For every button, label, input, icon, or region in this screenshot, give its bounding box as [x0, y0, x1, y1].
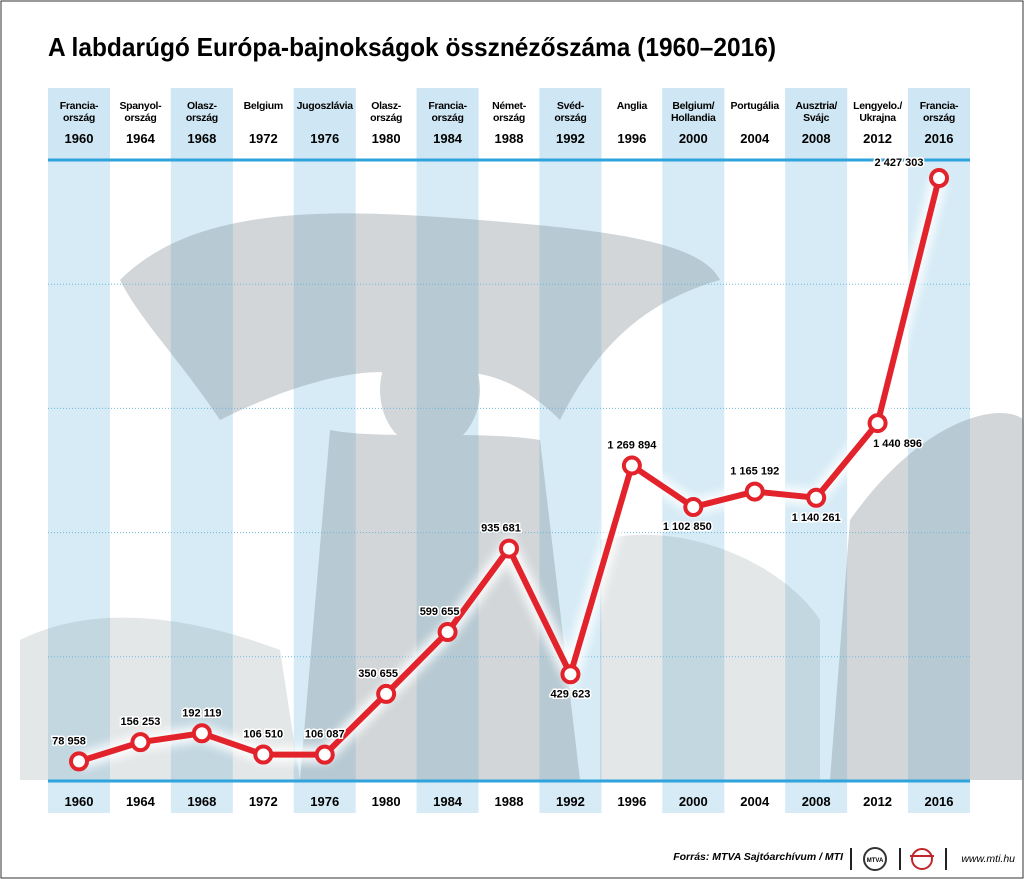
chart-title: A labdarúgó Európa-bajnokságok össznézős…	[48, 32, 776, 62]
data-label: 1 440 896	[873, 438, 922, 450]
data-label: 106 510	[243, 729, 283, 741]
year-label: 1968	[187, 131, 217, 146]
x-tick-label: 1960	[64, 794, 94, 809]
data-label: 106 087	[305, 729, 345, 741]
data-point	[314, 744, 335, 765]
year-label: 1996	[617, 131, 647, 146]
data-point	[376, 683, 397, 704]
data-point	[130, 732, 151, 753]
column-stripe	[170, 88, 233, 813]
year-label: 2000	[678, 131, 708, 146]
x-tick-label: 1976	[310, 794, 340, 809]
header-stripe	[48, 88, 110, 160]
source: Forrás: MTVA Sajtóarchívum / MTI	[673, 851, 844, 863]
mti-logo	[911, 848, 933, 870]
x-tick-label: 1996	[617, 794, 647, 809]
x-tick-label: 2008	[801, 794, 831, 809]
column-stripe	[785, 88, 848, 813]
data-point	[806, 487, 827, 508]
host-label: Anglia	[616, 100, 648, 112]
year-label: 1960	[64, 131, 94, 146]
year-label: 1976	[310, 131, 340, 146]
data-label: 599 655	[420, 606, 460, 618]
x-tick-label: 1968	[187, 794, 217, 809]
host-label: Spanyol- ország	[119, 100, 162, 124]
x-tick-label: 1980	[371, 794, 401, 809]
host-label: Francia- ország	[428, 100, 467, 124]
header-stripe	[785, 88, 848, 160]
x-tick-label: 1992	[555, 794, 585, 809]
host-label: Belgium	[243, 100, 284, 112]
data-label: 156 253	[121, 716, 161, 728]
data-label: 78 958	[52, 735, 86, 747]
header-stripe	[662, 88, 725, 160]
year-label: 1980	[371, 131, 401, 146]
data-point	[929, 168, 950, 189]
data-point	[867, 413, 888, 434]
website: www.mti.hu	[961, 853, 1015, 865]
data-label: 429 623	[551, 688, 591, 700]
x-tick-label: 2012	[863, 794, 893, 809]
header-stripe	[539, 88, 602, 160]
x-tick-label: 2016	[924, 794, 954, 809]
year-label: 2012	[863, 131, 893, 146]
column-stripe	[416, 88, 479, 813]
logo: MTVA	[867, 858, 884, 864]
data-point	[621, 455, 642, 476]
host-label: Német- ország	[492, 100, 526, 124]
x-tick-label: 2000	[678, 794, 708, 809]
host-label: Francia- ország	[59, 100, 99, 124]
background-photo	[20, 213, 1024, 780]
header-stripe	[293, 88, 356, 160]
data-point	[191, 723, 212, 744]
data-label: 192 119	[182, 707, 221, 719]
data-label: 2 427 303	[875, 157, 924, 169]
data-label: 935 681	[481, 523, 521, 535]
year-label: 1988	[494, 131, 524, 146]
data-label: 1 140 261	[792, 512, 841, 524]
year-label: 1984	[433, 131, 463, 146]
column-stripe	[662, 88, 725, 813]
data-point	[683, 497, 704, 518]
column-stripe	[48, 88, 110, 813]
year-label: 2008	[801, 131, 831, 146]
x-tick-label: 2004	[740, 794, 770, 809]
column-stripe	[293, 88, 356, 813]
data-point	[560, 664, 581, 685]
data-point	[744, 481, 765, 502]
header-stripe	[416, 88, 479, 160]
host-label: Olasz- ország	[370, 100, 403, 124]
x-tick-label: 1972	[248, 794, 278, 809]
x-tick-label: 1984	[433, 794, 463, 809]
data-point	[69, 751, 89, 772]
data-point	[499, 538, 520, 559]
data-label: 1 102 850	[663, 521, 712, 533]
data-point	[437, 622, 458, 643]
host-label: Belgium/ Hollandia	[671, 100, 716, 124]
data-label: 350 655	[358, 668, 398, 680]
host-label: Svéd- ország	[554, 100, 587, 124]
year-label: 2004	[740, 131, 770, 146]
data-label: 1 269 894	[607, 440, 657, 452]
x-tick-label: 1988	[494, 794, 524, 809]
host-label: Lengyelo./ Ukrajna	[853, 100, 903, 124]
header-stripe	[908, 88, 971, 160]
data-label: 1 165 192	[730, 466, 779, 478]
year-label: 1964	[125, 131, 155, 146]
host-label: Francia- ország	[919, 100, 959, 124]
header-stripe	[170, 88, 233, 160]
host-label: Jugoszlávia	[296, 100, 354, 112]
year-label: 1992	[555, 131, 585, 146]
year-label: 1972	[248, 131, 278, 146]
host-label: Ausztria/ Svájc	[795, 100, 837, 124]
logo-ring	[863, 847, 887, 871]
data-point	[253, 744, 274, 765]
x-tick-label: 1964	[125, 794, 155, 809]
host-label: Olasz- ország	[185, 100, 218, 124]
host-label: Portugália	[730, 100, 780, 112]
year-label: 2016	[924, 131, 954, 146]
